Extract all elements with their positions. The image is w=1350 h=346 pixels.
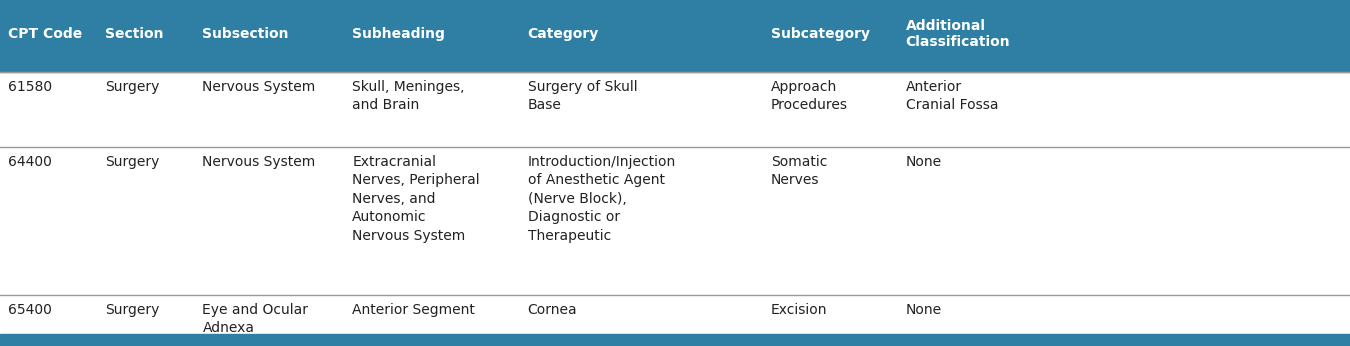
Bar bbox=[0, 295, 1350, 346]
Text: Cornea: Cornea bbox=[528, 303, 578, 317]
Text: Subheading: Subheading bbox=[352, 27, 446, 41]
Text: 61580: 61580 bbox=[8, 80, 53, 94]
Text: Anterior
Cranial Fossa: Anterior Cranial Fossa bbox=[906, 80, 998, 112]
Text: Subsection: Subsection bbox=[202, 27, 289, 41]
Text: CPT Code: CPT Code bbox=[8, 27, 82, 41]
Text: Additional
Classification: Additional Classification bbox=[906, 19, 1010, 49]
Text: Surgery of Skull
Base: Surgery of Skull Base bbox=[528, 80, 637, 112]
Text: None: None bbox=[906, 155, 942, 169]
Text: Skull, Meninges,
and Brain: Skull, Meninges, and Brain bbox=[352, 80, 464, 112]
Text: Introduction/Injection
of Anesthetic Agent
(Nerve Block),
Diagnostic or
Therapeu: Introduction/Injection of Anesthetic Age… bbox=[528, 155, 676, 243]
Text: 64400: 64400 bbox=[8, 155, 51, 169]
Bar bbox=[0, 72, 1350, 147]
Text: Nervous System: Nervous System bbox=[202, 80, 316, 94]
Text: Extracranial
Nerves, Peripheral
Nerves, and
Autonomic
Nervous System: Extracranial Nerves, Peripheral Nerves, … bbox=[352, 155, 479, 243]
Text: Somatic
Nerves: Somatic Nerves bbox=[771, 155, 828, 188]
Text: Nervous System: Nervous System bbox=[202, 155, 316, 169]
Text: Surgery: Surgery bbox=[105, 303, 159, 317]
Text: Subcategory: Subcategory bbox=[771, 27, 869, 41]
Text: Approach
Procedures: Approach Procedures bbox=[771, 80, 848, 112]
Text: None: None bbox=[906, 303, 942, 317]
Text: Surgery: Surgery bbox=[105, 155, 159, 169]
Text: 65400: 65400 bbox=[8, 303, 51, 317]
Text: Anterior Segment: Anterior Segment bbox=[352, 303, 475, 317]
Text: Section: Section bbox=[105, 27, 163, 41]
Bar bbox=[0, 0, 1350, 72]
Bar bbox=[0, 147, 1350, 295]
Text: Eye and Ocular
Adnexa: Eye and Ocular Adnexa bbox=[202, 303, 308, 335]
Text: Excision: Excision bbox=[771, 303, 828, 317]
Text: Category: Category bbox=[528, 27, 599, 41]
Bar bbox=[0, 334, 1350, 346]
Text: Surgery: Surgery bbox=[105, 80, 159, 94]
